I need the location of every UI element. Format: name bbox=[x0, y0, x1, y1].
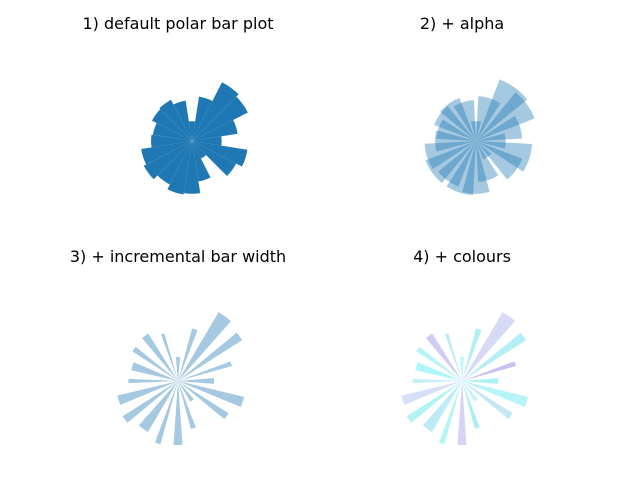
polar-bar bbox=[128, 378, 178, 384]
polar-bar bbox=[434, 106, 476, 141]
polar-bar bbox=[192, 136, 222, 146]
polar-bar bbox=[141, 141, 192, 165]
polar-bar bbox=[476, 141, 533, 172]
polar-bar bbox=[462, 328, 482, 381]
polar-bar bbox=[422, 381, 462, 433]
polar-bar bbox=[122, 381, 178, 423]
polar-bar bbox=[175, 356, 181, 381]
polar-bar bbox=[159, 99, 192, 141]
polar-bar bbox=[157, 141, 192, 185]
polar-bar bbox=[457, 381, 467, 445]
subplot-3: 3) + incremental bar width bbox=[70, 247, 286, 445]
subplot-2: 2) + alpha bbox=[420, 14, 535, 196]
polar-bar bbox=[476, 141, 499, 182]
polar-bar bbox=[151, 134, 192, 148]
polar-bar bbox=[401, 381, 462, 405]
polar-bar bbox=[436, 119, 476, 141]
polar-bar bbox=[424, 141, 476, 170]
polar-bar bbox=[192, 96, 248, 141]
polar-bar bbox=[476, 133, 506, 149]
polar-bar bbox=[173, 381, 183, 445]
polar-bar bbox=[439, 381, 462, 445]
polar-bar bbox=[155, 381, 178, 445]
polar-bar bbox=[143, 141, 192, 180]
polar-bar bbox=[152, 123, 192, 141]
polar-bar bbox=[142, 333, 178, 381]
polar-bar bbox=[192, 141, 237, 176]
polar-bar bbox=[178, 381, 229, 420]
subplot-3-bars bbox=[117, 312, 245, 445]
polar-bar bbox=[462, 141, 490, 194]
polar-bar bbox=[173, 100, 192, 141]
polar-bar bbox=[476, 96, 501, 141]
polar-bar bbox=[446, 141, 476, 196]
polar-bar bbox=[412, 378, 462, 384]
polar-bar bbox=[476, 141, 523, 180]
polar-bar bbox=[192, 141, 206, 159]
subplot-1: 1) default polar bar plot bbox=[82, 14, 274, 195]
polar-bar bbox=[462, 381, 513, 420]
polar-bar bbox=[459, 356, 465, 381]
polar-bar bbox=[178, 378, 215, 384]
subplot-4-title: 4) + colours bbox=[413, 247, 511, 266]
polar-bar bbox=[178, 328, 198, 381]
polar-bar bbox=[426, 333, 462, 381]
polar-bar bbox=[132, 346, 178, 381]
polar-bar bbox=[462, 312, 516, 381]
polar-bar bbox=[192, 82, 239, 141]
polar-bar bbox=[445, 333, 462, 381]
polar-bar bbox=[462, 381, 529, 408]
polar-bar bbox=[178, 312, 232, 381]
polar-bar bbox=[192, 96, 213, 141]
polar-bar bbox=[117, 381, 178, 405]
polar-bar bbox=[476, 141, 492, 160]
subplot-4-bars bbox=[401, 312, 529, 445]
polar-bar bbox=[192, 141, 248, 167]
polar-bar bbox=[462, 378, 499, 384]
polar-bar bbox=[178, 332, 243, 381]
polar-bar bbox=[435, 130, 476, 152]
polar-bar bbox=[415, 362, 462, 381]
polar-bar bbox=[161, 333, 178, 381]
polar-bar bbox=[476, 115, 523, 141]
polar-bar bbox=[178, 361, 232, 381]
polar-bar bbox=[192, 141, 211, 182]
polar-bar bbox=[476, 92, 535, 141]
polar-bar bbox=[178, 381, 194, 402]
polar-bar bbox=[462, 361, 516, 381]
polar-bar bbox=[167, 141, 192, 195]
subplot-2-bars bbox=[424, 79, 535, 196]
polar-bar bbox=[178, 381, 245, 408]
polar-bar bbox=[470, 121, 482, 141]
polar-bar bbox=[425, 141, 476, 184]
polar-bar bbox=[188, 121, 196, 141]
polar-bar bbox=[416, 346, 462, 381]
polar-bar bbox=[462, 332, 527, 381]
polar-bar bbox=[178, 381, 196, 429]
polar-bar bbox=[183, 141, 201, 194]
subplot-4: 4) + colours bbox=[401, 247, 529, 445]
polar-bar bbox=[453, 100, 476, 141]
subplot-1-bars bbox=[141, 82, 248, 195]
polar-bar bbox=[138, 381, 178, 433]
polar-bar bbox=[438, 141, 476, 187]
polar-bar bbox=[462, 381, 478, 402]
polar-bar bbox=[152, 109, 192, 141]
subplot-3-title: 3) + incremental bar width bbox=[70, 247, 286, 266]
polar-bar bbox=[406, 381, 462, 423]
polar-bar bbox=[462, 381, 480, 429]
polar-bar bbox=[131, 362, 178, 381]
subplot-2-title: 2) + alpha bbox=[420, 14, 504, 33]
polar-bar bbox=[476, 79, 528, 141]
polar-bar bbox=[440, 97, 476, 141]
polar-bar bbox=[192, 120, 238, 141]
subplot-1-title: 1) default polar bar plot bbox=[82, 14, 273, 33]
